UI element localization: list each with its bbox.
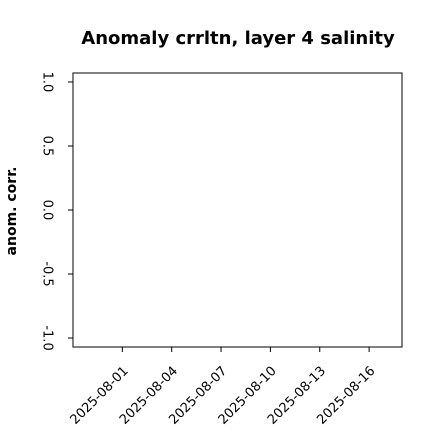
y-tick-label: -0.5 [40, 261, 55, 286]
y-tick-label: -1.0 [40, 325, 55, 350]
y-tick-label: 0.0 [40, 200, 55, 221]
y-tick-label: 0.5 [40, 136, 55, 157]
y-axis-label: anom. corr. [4, 167, 20, 256]
chart-title: Anomaly crrltn, layer 4 salinity [81, 28, 395, 49]
plot-frame [72, 72, 403, 348]
y-tick-label: 1.0 [40, 72, 55, 93]
